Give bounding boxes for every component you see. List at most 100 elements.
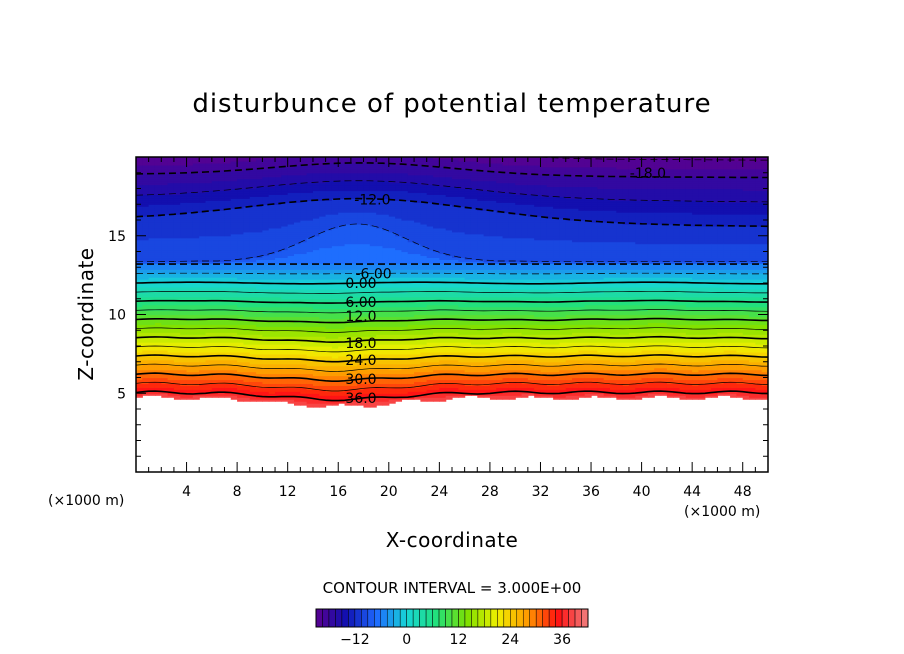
field-cell [281,298,289,302]
field-cell [275,281,282,284]
field-cell [262,261,270,264]
field-cell [357,383,365,386]
field-cell [218,277,226,280]
field-cell [331,373,339,377]
field-cell [256,355,263,359]
field-cell [331,308,339,312]
field-cell [173,375,181,379]
field-cell [256,188,263,192]
field-cell [230,200,238,203]
field-cell [275,259,282,262]
field-cell [205,220,213,223]
field-cell [319,241,327,245]
field-cell [237,245,245,249]
field-cell [262,389,270,392]
field-cell [306,375,314,379]
field-cell [262,399,270,402]
field-cell [376,271,384,274]
field-cell [338,304,346,308]
field-cell [312,160,320,164]
field-cell [211,302,219,306]
field-cell [237,180,245,184]
field-cell [224,158,232,162]
field-cell [306,223,314,227]
field-cell [192,231,200,235]
field-cell [312,342,320,345]
field-cell [287,229,295,233]
field-cell [256,239,263,243]
field-cell [256,267,263,270]
field-cell [312,164,320,168]
field-cell [338,401,346,404]
field-cell [148,196,156,199]
field-cell [294,220,301,223]
field-cell [357,336,365,339]
field-cell [148,259,156,262]
field-cell [325,194,333,197]
field-cell [192,160,200,164]
field-cell [211,160,219,164]
field-cell [218,227,226,231]
field-cell [319,334,327,337]
field-cell [230,255,238,259]
field-cell [376,342,384,345]
field-cell [376,355,384,359]
field-cell [350,157,358,160]
field-cell [319,251,327,255]
field-cell [256,399,263,402]
field-cell [382,393,390,396]
field-cell [350,399,358,402]
field-cell [211,288,219,292]
field-cell [319,316,327,320]
field-cell [376,334,384,337]
field-cell [350,357,358,361]
field-cell [136,221,143,225]
field-cell [382,387,390,390]
field-cell [350,180,358,184]
field-cell [275,255,282,259]
field-cell [319,387,327,390]
field-cell [211,273,219,276]
field-cell [167,200,175,203]
field-cell [199,292,207,296]
field-cell [142,206,150,209]
field-cell [294,399,301,402]
field-cell [350,164,358,168]
field-cell [363,208,371,211]
field-cell [136,334,143,337]
field-cell [243,340,251,343]
field-cell [205,395,213,398]
field-cell [237,399,245,402]
field-cell [312,170,320,174]
field-cell [237,267,245,270]
field-cell [338,174,346,178]
field-cell [300,389,308,392]
field-cell [224,342,232,345]
field-cell [268,245,276,249]
field-cell [230,363,238,367]
field-cell [312,225,320,229]
field-cell [249,158,257,162]
field-cell [382,320,390,323]
field-cell [192,182,200,186]
field-cell [344,235,352,239]
field-cell [369,383,377,386]
field-cell [350,296,358,300]
field-cell [243,373,251,377]
field-cell [281,267,289,270]
field-cell [294,192,301,196]
field-cell [294,397,301,400]
field-cell [161,338,169,341]
field-cell [369,373,377,377]
field-cell [249,178,257,182]
field-cell [256,290,263,294]
field-cell [357,365,365,369]
field-cell [224,237,232,241]
field-cell [344,239,352,243]
field-cell [325,367,333,371]
field-cell [230,347,238,351]
field-cell [237,357,245,361]
field-cell [376,401,384,404]
field-cell [142,387,150,390]
field-cell [256,231,263,235]
